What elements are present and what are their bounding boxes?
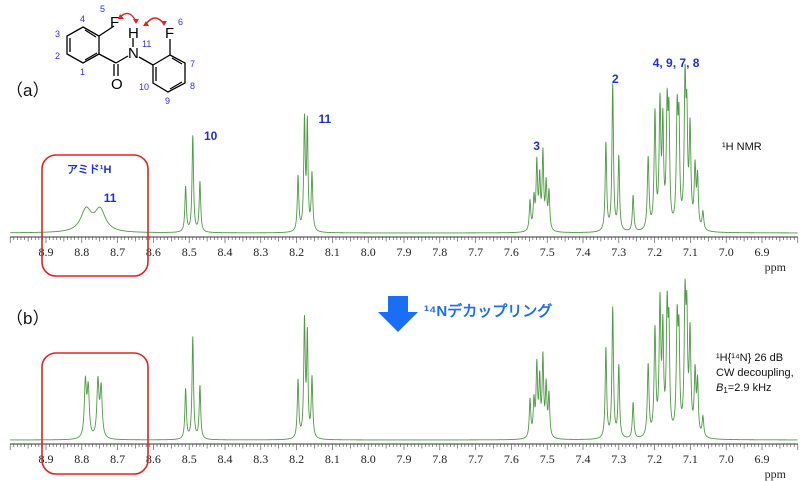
x-tick-label: 7.7 (468, 245, 483, 259)
x-tick-label: 8.6 (146, 452, 161, 466)
x-tick-label: 6.9 (755, 245, 770, 259)
peak-label: 11 (104, 191, 117, 205)
x-axis-label: ppm (765, 260, 787, 274)
x-tick-label: 7.5 (540, 245, 555, 259)
x-tick-label: 7.1 (683, 452, 698, 466)
x-tick-label: 7.5 (540, 452, 555, 466)
spectrum-note-b-line2: CW decoupling, (716, 367, 794, 379)
nitrogen-atom: N (128, 45, 139, 62)
x-tick-label: 7.3 (611, 245, 626, 259)
x-tick-label: 8.5 (182, 452, 197, 466)
x-tick-label: 7.4 (576, 452, 591, 466)
x-tick-label: 8.9 (39, 245, 54, 259)
spectrum-trace (10, 278, 798, 441)
atom-number: 6 (178, 17, 183, 27)
x-tick-label: 8.2 (289, 245, 304, 259)
x-tick-label: 7.2 (647, 452, 662, 466)
x-tick-label: 7.9 (397, 245, 412, 259)
peak-label: 4, 9, 7, 8 (653, 56, 700, 70)
x-tick-label: 7.3 (611, 452, 626, 466)
peak-label: 10 (204, 129, 218, 143)
peak-label: 11 (319, 112, 332, 126)
fluorine-atom: F (165, 25, 174, 42)
x-tick-label: 7.6 (504, 245, 519, 259)
x-tick-label: 8.3 (253, 245, 268, 259)
x-tick-label: 8.1 (325, 452, 340, 466)
atom-number: 5 (100, 4, 105, 14)
x-axis-label: ppm (765, 467, 787, 481)
x-tick-label: 8.9 (39, 452, 54, 466)
panel-label-b: （b） (6, 309, 49, 328)
atom-number: 4 (80, 14, 85, 24)
x-tick-label: 7.4 (576, 245, 591, 259)
atom-number: 7 (190, 59, 195, 69)
benzoyl-ring (66, 26, 100, 64)
panel-label-a: （a） (6, 81, 49, 100)
x-tick-label: 8.4 (218, 245, 233, 259)
aniline-ring (152, 54, 186, 93)
spectrum-trace (10, 63, 798, 234)
down-arrow-icon (378, 296, 418, 332)
hydrogen-atom: H (128, 25, 139, 42)
peak-label: 2 (612, 72, 619, 86)
x-tick-label: 7.6 (504, 452, 519, 466)
x-tick-label: 8.0 (361, 452, 376, 466)
spectrum-a: 8.9 8.8 8.7 8.6 8.5 8.4 8.3 8.2 8.1 8.0 7.9 7.8 7.7 7… (9, 56, 799, 274)
x-tick-label: 8.3 (253, 452, 268, 466)
decoupling-label: ¹⁴Nデカップリング (424, 302, 552, 320)
atom-number: 10 (139, 82, 149, 92)
amide-label: アミド¹H (67, 163, 111, 176)
x-tick-label: 6.9 (755, 452, 770, 466)
x-tick-label: 7.2 (647, 245, 662, 259)
atom-number: 1 (80, 67, 85, 77)
x-tick-label: 7.8 (432, 245, 447, 259)
x-tick-label: 7.1 (683, 245, 698, 259)
spectrum-note-b-line1: ¹H{¹⁴N} 26 dB (716, 352, 783, 364)
noe-arrows (118, 12, 167, 26)
x-tick-label: 7.8 (432, 452, 447, 466)
x-tick-label: 8.7 (110, 245, 125, 259)
atom-number: 11 (142, 39, 151, 49)
molecule-structure (66, 25, 186, 93)
x-tick-label: 8.8 (74, 245, 89, 259)
x-tick-label: 7.0 (719, 452, 734, 466)
atom-number: 8 (190, 81, 195, 91)
x-tick-label: 7.0 (719, 245, 734, 259)
spectrum-note-b-line3: B1=2.9 kHz (716, 382, 772, 395)
x-tick-label: 8.5 (182, 245, 197, 259)
peak-label: 3 (533, 139, 540, 153)
x-tick-label: 8.1 (325, 245, 340, 259)
x-tick-label: 8.7 (110, 452, 125, 466)
atom-number: 2 (55, 51, 60, 61)
spectrum-b: 8.9 8.8 8.7 8.6 8.5 8.4 8.3 8.2 8.1 8.0 7.9 7.8 7.7 7… (9, 278, 799, 481)
x-tick-label: 8.6 (146, 245, 161, 259)
amide-highlight-box (41, 352, 149, 475)
atom-number: 9 (165, 96, 170, 106)
spectrum-note-a: ¹H NMR (722, 141, 762, 153)
amide-highlight-box (41, 154, 149, 277)
x-tick-label: 8.2 (289, 452, 304, 466)
oxygen-atom: O (111, 76, 123, 93)
x-tick-label: 8.4 (218, 452, 233, 466)
x-tick-label: 8.0 (361, 245, 376, 259)
x-tick-label: 8.8 (74, 452, 89, 466)
fluorine-atom: F (110, 14, 119, 31)
atom-number: 3 (55, 29, 60, 39)
x-tick-label: 7.7 (468, 452, 483, 466)
x-tick-label: 7.9 (397, 452, 412, 466)
atom-numbers: 1 2 3 4 5 6 7 8 9 10 11 (55, 4, 195, 106)
